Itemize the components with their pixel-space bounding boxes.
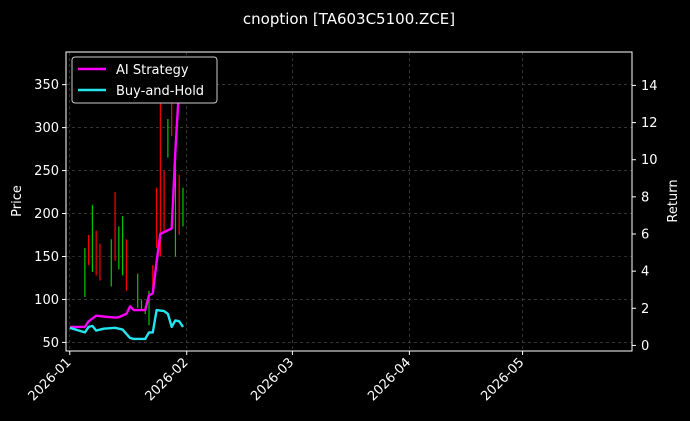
y-tick-label: 250 xyxy=(34,164,59,179)
y-tick-label: 100 xyxy=(34,293,59,308)
chart-title: cnoption [TA603C5100.ZCE] xyxy=(243,10,455,28)
legend: AI Strategy Buy-and-Hold xyxy=(71,56,218,104)
series-lines xyxy=(69,75,185,341)
series-line-buy-and-hold xyxy=(69,308,184,341)
legend-box xyxy=(71,56,218,104)
plot-frame xyxy=(65,51,633,352)
y-axis-label: Price xyxy=(10,185,25,217)
y-tick-label: 350 xyxy=(34,78,59,93)
grid-lines xyxy=(66,52,632,351)
y2-tick-label: 0 xyxy=(641,339,649,354)
legend-label-ai-strategy: AI Strategy xyxy=(116,63,189,78)
y2-axis-label: Return xyxy=(666,179,681,222)
y-tick-label: 300 xyxy=(34,121,59,136)
y2-tick-label: 4 xyxy=(641,265,649,280)
right-axis: 0 2 4 6 8 10 12 14 xyxy=(632,79,658,354)
candlesticks xyxy=(84,84,184,326)
y2-tick-label: 12 xyxy=(641,116,658,131)
y2-tick-label: 2 xyxy=(641,302,649,317)
y2-tick-label: 10 xyxy=(641,153,658,168)
series-line-ai-strategy xyxy=(69,75,185,329)
y-tick-label: 50 xyxy=(42,336,59,351)
left-axis: 50 100 150 200 250 300 350 xyxy=(34,78,66,351)
legend-label-buy-and-hold: Buy-and-Hold xyxy=(116,84,204,99)
y2-tick-label: 8 xyxy=(641,190,649,205)
y2-tick-label: 14 xyxy=(641,79,658,94)
y-tick-label: 200 xyxy=(34,207,59,222)
y-tick-label: 150 xyxy=(34,250,59,265)
y2-tick-label: 6 xyxy=(641,228,649,243)
